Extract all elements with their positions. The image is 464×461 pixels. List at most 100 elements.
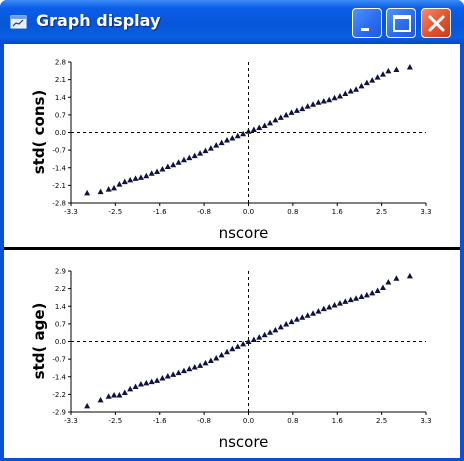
data-point [84, 402, 91, 409]
data-point [234, 132, 241, 139]
data-point [310, 101, 317, 107]
data-point [299, 314, 306, 320]
x-tick-label: 2.5 [376, 417, 387, 425]
data-point [277, 323, 284, 330]
y-tick-label: 2.1 [55, 76, 66, 84]
data-point [342, 298, 349, 304]
data-point [363, 79, 370, 86]
y-tick-label: -2.8 [52, 200, 66, 208]
age-plot-panel: -3.3 -2.5 -1.6 -0.8 0.0 0.8 1.6 2.5 3.3 2.9 2.2 1.4… [4, 250, 460, 458]
y-tick-label: 2.2 [55, 285, 66, 293]
data-point [137, 381, 144, 387]
x-tick-label: -0.8 [197, 208, 211, 216]
data-point [288, 318, 295, 325]
y-tick-label: 1.4 [55, 303, 67, 311]
graph-client-area: -3.3 -2.5 -1.6 -0.8 0.0 0.8 1.6 2.5 3.3 2.8 2.1 1.4… [4, 44, 460, 458]
data-point [229, 135, 236, 141]
y-tick-label: 0.7 [55, 111, 66, 119]
data-point [293, 107, 300, 113]
cons-qq-plot: -3.3 -2.5 -1.6 -0.8 0.0 0.8 1.6 2.5 3.3 2.8 2.1 1.4… [30, 59, 432, 243]
data-point [137, 174, 144, 180]
data-point [304, 312, 311, 318]
data-point [207, 145, 214, 151]
data-point [369, 289, 376, 296]
data-point [105, 393, 112, 399]
data-point [132, 175, 139, 181]
x-tick-label: -1.6 [153, 208, 167, 216]
minimize-button[interactable] [352, 8, 382, 38]
data-point [336, 92, 343, 99]
data-point [250, 336, 257, 343]
close-button[interactable] [421, 8, 451, 38]
data-point [331, 94, 338, 101]
x-axis-title: nscore [219, 433, 269, 451]
data-point [363, 291, 370, 298]
y-tick-label: 0.0 [55, 338, 66, 346]
maximize-button[interactable] [386, 8, 416, 38]
data-point [202, 147, 209, 154]
y-tick-label: -1.4 [52, 164, 66, 172]
data-point [234, 343, 241, 349]
data-point [164, 163, 171, 169]
x-tick-label: -3.3 [64, 417, 78, 425]
data-point [293, 316, 300, 322]
data-point [374, 287, 381, 293]
title-bar[interactable]: Graph display [0, 0, 464, 44]
x-tick-label: 3.3 [420, 208, 431, 216]
data-point [84, 189, 91, 196]
data-point [277, 114, 284, 120]
x-tick-label: 1.6 [332, 208, 344, 216]
data-point [170, 371, 177, 377]
data-point [245, 338, 252, 344]
data-point [121, 389, 128, 396]
data-point [132, 383, 139, 389]
data-point [191, 364, 198, 370]
data-point [143, 172, 150, 179]
y-axis-title: std( age) [30, 303, 48, 380]
data-point [240, 340, 247, 347]
data-point [315, 308, 322, 314]
x-tick-label: -0.8 [197, 417, 211, 425]
data-point [385, 278, 392, 285]
data-point [170, 161, 177, 168]
data-point [315, 99, 322, 105]
panel-divider [4, 247, 460, 250]
data-point [121, 178, 128, 185]
data-point [272, 326, 279, 333]
data-point [159, 374, 166, 381]
y-axis-title: std( cons) [30, 90, 48, 175]
data-point [154, 377, 161, 383]
data-point [186, 154, 193, 161]
data-point [358, 82, 365, 89]
data-point [191, 152, 198, 159]
data-point [393, 66, 400, 73]
data-point [218, 139, 225, 146]
x-axis-title: nscore [219, 224, 269, 242]
data-point [148, 170, 155, 176]
data-point [111, 184, 118, 191]
data-point [336, 300, 343, 306]
data-point [250, 126, 257, 132]
y-tick-label: -2.1 [52, 182, 66, 190]
graph-app-icon [10, 15, 27, 29]
data-point [347, 296, 354, 303]
data-point [342, 90, 349, 96]
data-point [202, 359, 209, 366]
data-point [320, 305, 327, 312]
data-point [267, 329, 274, 335]
data-point [175, 369, 182, 376]
data-point [180, 156, 187, 163]
data-point [213, 355, 220, 361]
data-point [288, 109, 295, 115]
data-point [218, 351, 225, 358]
x-tick-label: 0.8 [287, 208, 298, 216]
data-point [159, 166, 166, 172]
data-point [154, 168, 161, 175]
x-tick-label: 2.5 [376, 208, 387, 216]
data-point [197, 150, 204, 156]
data-point [116, 181, 123, 187]
data-point [229, 345, 236, 352]
x-tick-label: 1.6 [332, 417, 344, 425]
data-point [353, 295, 360, 301]
